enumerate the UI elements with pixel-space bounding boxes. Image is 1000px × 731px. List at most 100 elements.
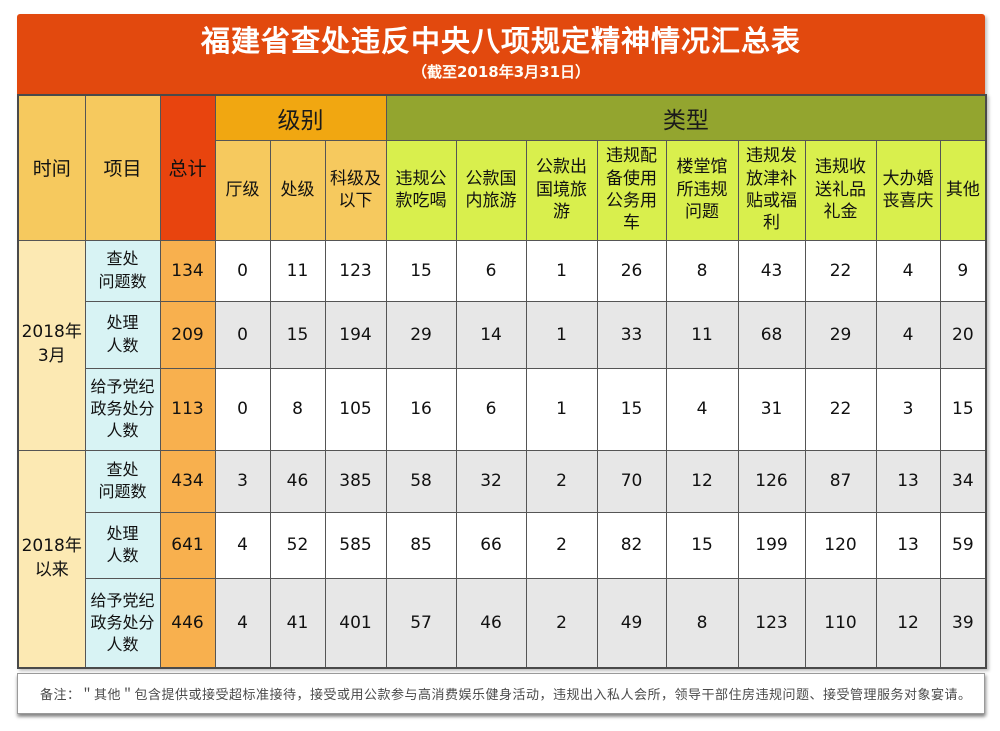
data-cell: 8 [665, 239, 739, 302]
data-cell: 82 [596, 511, 667, 579]
item-cell: 给予党纪 政务处分 人数 [84, 367, 161, 451]
header-type-col-5: 违规发 放津补 贴或福 利 [737, 139, 806, 241]
data-cell: 110 [804, 577, 877, 669]
data-cell: 1 [525, 239, 598, 302]
total-cell: 113 [159, 367, 216, 451]
data-cell: 32 [455, 449, 527, 513]
item-cell: 处理 人数 [84, 300, 161, 369]
data-cell: 2 [525, 511, 598, 579]
data-cell: 3 [214, 449, 271, 513]
data-cell: 4 [214, 511, 271, 579]
total-cell: 434 [159, 449, 216, 513]
header-type-col-0: 违规公 款吃喝 [385, 139, 457, 241]
data-cell: 16 [385, 367, 457, 451]
data-cell: 120 [804, 511, 877, 579]
data-cell: 15 [665, 511, 739, 579]
header-level-col-0: 厅级 [214, 139, 271, 241]
header-level-col-1: 处级 [269, 139, 326, 241]
data-cell: 58 [385, 449, 457, 513]
data-cell: 1 [525, 300, 598, 369]
page-title: 福建省查处违反中央八项规定精神情况汇总表 [200, 23, 801, 58]
table-row: 给予党纪 政务处分 人数 446 4 41 401 57 46 2 49 8 1… [18, 577, 987, 669]
data-cell: 385 [324, 449, 387, 513]
item-cell: 查处 问题数 [84, 239, 161, 302]
total-cell: 134 [159, 239, 216, 302]
data-cell: 39 [939, 577, 987, 669]
data-cell: 46 [455, 577, 527, 669]
title-bar: 福建省查处违反中央八项规定精神情况汇总表 （截至2018年3月31日） [17, 14, 985, 94]
footnote: 备注：＂其他＂包含提供或接受超标准接待，接受或用公款参与高消费娱乐健身活动，违规… [17, 673, 985, 714]
data-cell: 123 [324, 239, 387, 302]
data-cell: 8 [269, 367, 326, 451]
header-total: 总计 [159, 94, 216, 241]
header-type-col-7: 大办婚 丧喜庆 [875, 139, 941, 241]
header-type-col-3: 违规配 备使用 公务用 车 [596, 139, 667, 241]
header-type-col-4: 楼堂馆 所违规 问题 [665, 139, 739, 241]
data-cell: 123 [737, 577, 806, 669]
total-cell: 209 [159, 300, 216, 369]
page-subtitle: （截至2018年3月31日） [411, 63, 591, 82]
data-cell: 26 [596, 239, 667, 302]
data-cell: 13 [875, 449, 941, 513]
header-level-col-2: 科级及 以下 [324, 139, 387, 241]
data-cell: 194 [324, 300, 387, 369]
data-cell: 2 [525, 577, 598, 669]
data-cell: 0 [214, 239, 271, 302]
data-cell: 11 [665, 300, 739, 369]
data-cell: 13 [875, 511, 941, 579]
data-cell: 49 [596, 577, 667, 669]
data-cell: 34 [939, 449, 987, 513]
table-row: 处理 人数 641 4 52 585 85 66 2 82 15 199 120… [18, 511, 987, 579]
data-cell: 31 [737, 367, 806, 451]
total-cell: 641 [159, 511, 216, 579]
data-cell: 3 [875, 367, 941, 451]
header-type-col-8: 其他 [939, 139, 987, 241]
header-type-col-1: 公款国 内旅游 [455, 139, 527, 241]
data-cell: 0 [214, 300, 271, 369]
data-cell: 43 [737, 239, 806, 302]
table-row: 给予党纪 政务处分 人数 113 0 8 105 16 6 1 15 4 31 … [18, 367, 987, 451]
data-cell: 29 [385, 300, 457, 369]
table-row: 处理 人数 209 0 15 194 29 14 1 33 11 68 29 4… [18, 300, 987, 369]
data-cell: 4 [875, 300, 941, 369]
data-cell: 4 [214, 577, 271, 669]
data-cell: 105 [324, 367, 387, 451]
header-item: 项目 [84, 94, 161, 241]
time-cell: 2018年 3月 [17, 239, 86, 451]
data-cell: 1 [525, 367, 598, 451]
data-cell: 33 [596, 300, 667, 369]
item-cell: 给予党纪 政务处分 人数 [84, 577, 161, 669]
data-cell: 6 [455, 367, 527, 451]
total-cell: 446 [159, 577, 216, 669]
data-cell: 11 [269, 239, 326, 302]
data-cell: 85 [385, 511, 457, 579]
data-cell: 52 [269, 511, 326, 579]
data-cell: 8 [665, 577, 739, 669]
header-type-group: 类型 [385, 94, 987, 141]
header-time: 时间 [17, 94, 86, 241]
data-cell: 9 [939, 239, 987, 302]
header-type-col-2: 公款出 国境旅 游 [525, 139, 598, 241]
data-cell: 87 [804, 449, 877, 513]
data-cell: 4 [875, 239, 941, 302]
data-cell: 22 [804, 239, 877, 302]
data-cell: 15 [596, 367, 667, 451]
data-cell: 66 [455, 511, 527, 579]
header-level-group: 级别 [214, 94, 387, 141]
data-cell: 15 [385, 239, 457, 302]
data-cell: 6 [455, 239, 527, 302]
data-cell: 46 [269, 449, 326, 513]
page: 福建省查处违反中央八项规定精神情况汇总表 （截至2018年3月31日） 时间 项… [17, 14, 988, 714]
data-cell: 70 [596, 449, 667, 513]
header-type-col-6: 违规收 送礼品 礼金 [804, 139, 877, 241]
data-cell: 199 [737, 511, 806, 579]
data-cell: 585 [324, 511, 387, 579]
summary-table: 时间 项目 总计 级别 类型 厅级 处级 科级及 以下 违规公 款吃喝 公款国 … [17, 94, 988, 669]
data-cell: 20 [939, 300, 987, 369]
data-cell: 12 [665, 449, 739, 513]
data-cell: 29 [804, 300, 877, 369]
item-cell: 查处 问题数 [84, 449, 161, 513]
item-cell: 处理 人数 [84, 511, 161, 579]
data-cell: 401 [324, 577, 387, 669]
data-cell: 126 [737, 449, 806, 513]
